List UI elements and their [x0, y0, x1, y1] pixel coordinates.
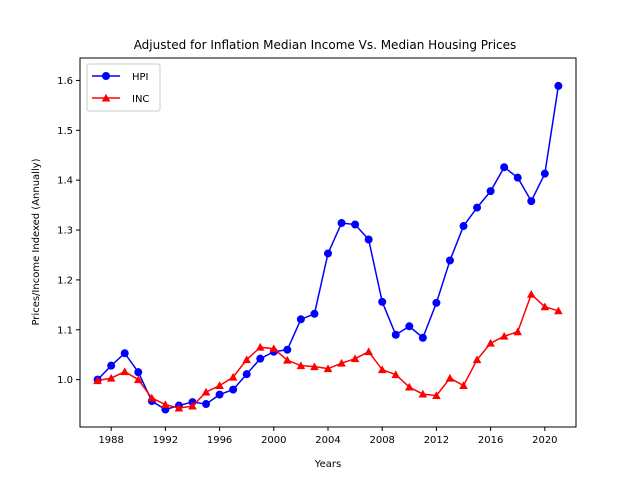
inc-point: [377, 365, 387, 374]
y-tick-label: 1.5: [57, 126, 73, 137]
inc-point: [554, 306, 563, 315]
hpi-point: [418, 333, 427, 342]
inc-point: [93, 376, 102, 385]
inc-point: [513, 327, 523, 336]
x-tick-label: 2004: [315, 435, 340, 446]
inc-point: [364, 347, 373, 356]
hpi-point: [324, 249, 332, 258]
inc-point: [445, 373, 455, 382]
x-tick-label: 2008: [369, 435, 394, 446]
inc-point: [459, 381, 468, 390]
inc-point: [174, 403, 184, 412]
x-tick-label: 2000: [261, 435, 286, 446]
inc-point: [269, 344, 279, 353]
hpi-point: [229, 385, 238, 394]
inc-point: [283, 355, 292, 364]
legend-label: INC: [132, 94, 149, 105]
series-layer: [93, 81, 563, 414]
inc-point: [486, 338, 495, 347]
legend-marker: [102, 72, 110, 80]
inc-point: [540, 302, 550, 311]
inc-line: [97, 293, 559, 409]
inc-point: [391, 370, 401, 379]
inc-point: [228, 372, 238, 381]
hpi-point: [351, 220, 360, 229]
hpi-point: [500, 163, 509, 172]
inc-point: [242, 355, 251, 364]
inc-point: [106, 373, 116, 382]
inc-point: [472, 355, 482, 364]
legend: HPI INC: [86, 63, 161, 112]
y-tick-label: 1.6: [57, 76, 73, 87]
legend-entry-hpi: HPI: [92, 72, 149, 83]
y-tick-label: 1.4: [57, 176, 73, 187]
hpi-point: [445, 256, 454, 265]
hpi-point: [215, 390, 224, 399]
hpi-point: [527, 197, 536, 206]
hpi-line: [97, 85, 560, 411]
inc-point: [526, 290, 536, 298]
inc-point: [432, 391, 441, 400]
hpi-point: [391, 330, 400, 339]
legend-label: HPI: [132, 72, 149, 83]
inc-point: [296, 361, 306, 370]
inc-point: [337, 358, 346, 367]
hpi-point: [134, 368, 143, 377]
hpi-point: [378, 297, 387, 306]
hpi-point: [310, 309, 319, 318]
hpi-point: [554, 81, 563, 90]
hpi-point: [202, 400, 211, 409]
hpi-point: [256, 354, 265, 363]
inc-point: [215, 381, 224, 390]
hpi-point: [120, 349, 129, 358]
inc-point: [133, 375, 143, 384]
x-axis: 1988 1992 1996 2000 2004 2008 2012 2016 2020: [98, 427, 558, 446]
y-axis: 1.0 1.1 1.2 1.3 1.4 1.5 1.6: [57, 76, 80, 386]
inc-point: [120, 367, 130, 376]
hpi-point: [242, 370, 251, 379]
inc-point: [323, 364, 333, 373]
x-tick-label: 1996: [207, 435, 232, 446]
inc-point: [255, 342, 265, 351]
y-tick-label: 1.3: [57, 226, 73, 237]
hpi-point: [459, 222, 468, 231]
inc-point: [350, 354, 360, 363]
x-tick-label: 1992: [153, 435, 178, 446]
hpi-point: [283, 345, 292, 354]
legend-marker: [101, 93, 111, 102]
x-tick-label: 2012: [424, 435, 449, 446]
hpi-point: [337, 219, 346, 228]
y-tick-label: 1.2: [57, 275, 73, 286]
hpi-point: [540, 169, 549, 178]
hpi-point: [364, 235, 373, 244]
inc-point: [201, 387, 211, 396]
inc-point: [310, 362, 319, 371]
series-hpi: [93, 81, 563, 414]
chart-title: Adjusted for Inflation Median Income Vs.…: [134, 38, 517, 52]
inc-point: [147, 393, 157, 402]
hpi-point: [486, 187, 495, 196]
inc-point: [418, 389, 428, 398]
inc-point: [499, 331, 509, 340]
x-axis-label: Years: [314, 459, 341, 470]
legend-entry-inc: INC: [92, 93, 149, 105]
hpi-point: [107, 361, 116, 370]
y-axis-label: Prices/Income Indexed (Annually): [31, 158, 42, 325]
inc-point: [188, 401, 197, 410]
inc-point: [161, 400, 170, 409]
x-tick-label: 1988: [98, 435, 123, 446]
hpi-point: [432, 298, 441, 307]
y-tick-label: 1.0: [57, 375, 73, 386]
hpi-point: [296, 315, 305, 324]
hpi-point: [405, 322, 414, 331]
x-tick-label: 2016: [478, 435, 503, 446]
series-inc: [93, 290, 563, 412]
y-tick-label: 1.1: [57, 325, 73, 336]
hpi-point: [473, 203, 482, 212]
inc-point: [405, 382, 414, 391]
x-tick-label: 2020: [532, 435, 557, 446]
hpi-point: [513, 173, 522, 182]
